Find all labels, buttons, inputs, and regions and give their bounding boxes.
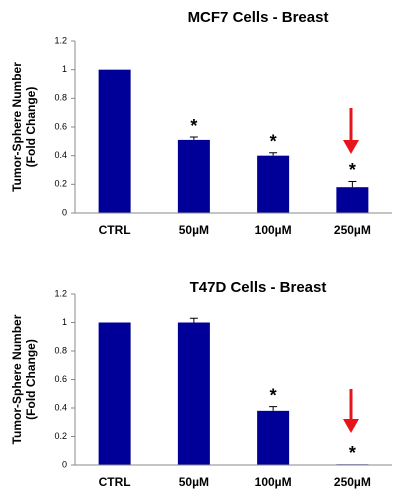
x-tick-label: CTRL <box>99 223 131 237</box>
y-axis-label: Tumor-Sphere Number <box>10 314 24 444</box>
x-tick-label: 100µM <box>255 475 292 489</box>
x-tick-label: CTRL <box>99 475 131 489</box>
y-tick-label: 0.2 <box>54 179 67 189</box>
y-tick-label: 0.6 <box>54 121 67 131</box>
arrow <box>343 108 359 433</box>
error-bar <box>269 406 278 411</box>
significance-mark: * <box>270 385 277 405</box>
x-tick-label: 250µM <box>334 223 371 237</box>
significance-mark: * <box>190 116 197 136</box>
y-tick-label: 1.2 <box>54 35 67 45</box>
error-bar <box>189 136 198 140</box>
y-tick-label: 0.8 <box>54 345 67 355</box>
y-tick-label: 1 <box>62 64 67 74</box>
y-axis-label: (Fold Change) <box>24 87 38 168</box>
y-tick-label: 0 <box>62 459 67 469</box>
y-axis-label: Tumor-Sphere Number <box>10 62 24 192</box>
y-tick-label: 1 <box>62 317 67 327</box>
x-tick-label: 250µM <box>334 475 371 489</box>
bar <box>177 322 210 465</box>
bar <box>336 187 369 213</box>
error-bar <box>189 317 198 323</box>
y-tick-label: 1.2 <box>54 288 67 298</box>
chart-title: T47D Cells - Breast <box>190 279 327 296</box>
y-tick-label: 0.8 <box>54 93 67 103</box>
x-tick-label: 50µM <box>179 223 209 237</box>
y-tick-label: 0.4 <box>54 150 67 160</box>
significance-mark: * <box>270 132 277 152</box>
bar <box>257 155 290 213</box>
bar <box>177 139 210 213</box>
error-bar <box>348 180 357 188</box>
bar <box>98 69 131 214</box>
chart-title: MCF7 Cells - Breast <box>188 9 329 26</box>
significance-mark: * <box>349 443 356 463</box>
bar <box>98 322 131 465</box>
significance-mark: * <box>349 160 356 180</box>
error-bar <box>269 152 278 156</box>
bar <box>257 410 290 465</box>
y-tick-label: 0 <box>62 207 67 217</box>
y-tick-label: 0.4 <box>54 402 67 412</box>
x-tick-label: 100µM <box>255 223 292 237</box>
y-tick-label: 0.2 <box>54 431 67 441</box>
x-tick-label: 50µM <box>179 475 209 489</box>
y-axis-label: (Fold Change) <box>24 339 38 420</box>
y-tick-label: 0.6 <box>54 374 67 384</box>
